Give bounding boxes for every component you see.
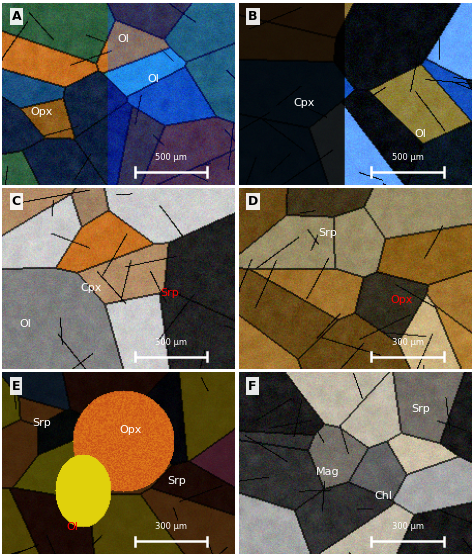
Text: Ol: Ol xyxy=(148,74,160,84)
Text: Srp: Srp xyxy=(318,228,337,238)
Text: Mag: Mag xyxy=(315,467,339,477)
Text: Chl: Chl xyxy=(374,491,392,501)
Text: Ol: Ol xyxy=(66,522,78,532)
Text: 300 μm: 300 μm xyxy=(155,338,187,347)
Text: 500 μm: 500 μm xyxy=(392,153,424,162)
Text: Ol: Ol xyxy=(414,129,426,139)
Text: Srp: Srp xyxy=(411,404,430,414)
Text: D: D xyxy=(248,195,258,208)
Text: 300 μm: 300 μm xyxy=(392,338,424,347)
Text: Cpx: Cpx xyxy=(293,98,315,108)
Text: 500 μm: 500 μm xyxy=(155,153,187,162)
Text: Ol: Ol xyxy=(20,319,32,329)
Text: Cpx: Cpx xyxy=(80,282,101,292)
Text: E: E xyxy=(12,379,20,393)
Text: C: C xyxy=(12,195,21,208)
Text: Opx: Opx xyxy=(391,295,413,305)
Text: Opx: Opx xyxy=(31,107,53,117)
Text: Ol: Ol xyxy=(118,34,129,44)
Text: 300 μm: 300 μm xyxy=(155,522,187,531)
Text: B: B xyxy=(248,10,257,23)
Text: A: A xyxy=(12,10,21,23)
Text: Opx: Opx xyxy=(119,426,142,436)
Text: Srp: Srp xyxy=(33,418,51,428)
Text: 300 μm: 300 μm xyxy=(392,522,424,531)
Text: F: F xyxy=(248,379,256,393)
Text: Srp: Srp xyxy=(161,288,180,298)
Text: Srp: Srp xyxy=(168,476,186,486)
